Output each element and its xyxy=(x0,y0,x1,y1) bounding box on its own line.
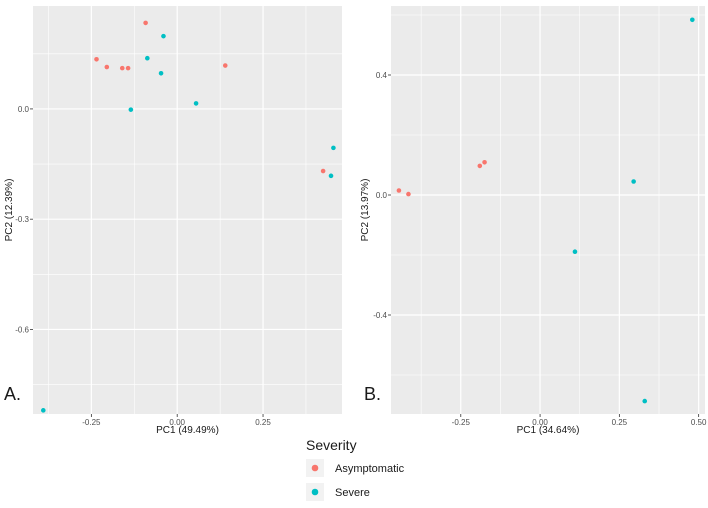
panel-b-ylabel: PC2 (13.97%) xyxy=(360,179,371,242)
legend-title: Severity xyxy=(306,437,357,453)
panel-b: -0.25 0.00 0.25 0.50 0.4 0.0 -0.4 PC1 (34.64%)… xyxy=(360,6,707,436)
panel-b-xlabel: PC1 (34.64%) xyxy=(517,425,580,436)
panel-a-point-asymptomatic xyxy=(222,63,228,68)
panel-b-point-asymptomatic xyxy=(482,160,487,165)
panel-b-point-severe xyxy=(690,17,695,23)
panel-a-point-asymptomatic xyxy=(119,65,125,71)
panel-b-xtick-label: -0.25 xyxy=(452,418,471,427)
panel-b-point-severe xyxy=(572,249,578,254)
panel-a-point-asymptomatic xyxy=(143,20,148,26)
panel-a-point-severe xyxy=(161,33,166,39)
legend-label-asymptomatic: Asymptomatic xyxy=(335,463,405,475)
panel-a: -0.25 0.00 0.25 0.0 -0.3 -0.6 PC1 (49.49%) PC… xyxy=(4,6,342,436)
panel-a-xtick-label: -0.25 xyxy=(82,418,101,427)
panel-a-point-asymptomatic xyxy=(125,65,131,71)
panel-b-ytick-label: 0.4 xyxy=(376,71,388,80)
legend-key-severe xyxy=(311,488,319,496)
panel-a-point-severe xyxy=(158,70,164,76)
panel-a-gridlines xyxy=(33,6,342,414)
panel-b-points xyxy=(396,17,695,404)
panel-a-ticks: -0.25 0.00 0.25 0.0 -0.3 -0.6 xyxy=(15,105,271,427)
panel-a-point-severe xyxy=(41,408,46,413)
panel-a-xtick-label: 0.25 xyxy=(255,418,271,427)
panel-a-point-severe xyxy=(328,173,334,179)
legend-label-severe: Severe xyxy=(335,487,370,499)
panel-a-point-asymptomatic xyxy=(94,56,99,62)
panel-a-ytick-label: -0.6 xyxy=(15,325,29,334)
panel-b-gridlines xyxy=(391,6,705,414)
panel-b-ytick-label: 0.0 xyxy=(376,191,388,200)
panel-b-point-asymptomatic xyxy=(477,163,483,169)
panel-b-xtick-label: 0.25 xyxy=(612,418,628,427)
panel-a-ytick-label: 0.0 xyxy=(18,105,30,114)
panel-a-ytick-label: -0.3 xyxy=(15,215,29,224)
panel-a-ylabel: PC2 (12.39%) xyxy=(4,179,15,242)
panel-a-xlabel: PC1 (49.49%) xyxy=(156,425,219,436)
panel-b-ticks: -0.25 0.00 0.25 0.50 0.4 0.0 -0.4 xyxy=(373,71,707,427)
panel-b-point-asymptomatic xyxy=(396,188,402,193)
panel-a-point-severe xyxy=(193,101,199,106)
panel-a-plot-background xyxy=(33,6,342,414)
legend-key-asymptomatic xyxy=(311,464,319,472)
panel-b-point-severe xyxy=(642,398,648,404)
panel-a-point-severe xyxy=(128,107,134,112)
legend: Severity Asymptomatic Severe xyxy=(306,437,405,501)
panel-b-xtick-label: 0.00 xyxy=(532,418,548,427)
panel-a-label: A. xyxy=(4,384,21,404)
panel-b-point-severe xyxy=(631,179,636,184)
panel-a-xtick-label: 0.00 xyxy=(169,418,185,427)
panel-a-point-severe xyxy=(331,145,336,151)
panel-a-point-severe xyxy=(145,55,150,61)
panel-a-point-asymptomatic xyxy=(104,64,110,70)
panel-b-plot-background xyxy=(391,6,705,414)
panel-b-ytick-label: -0.4 xyxy=(373,311,387,320)
panel-a-points xyxy=(41,20,336,413)
panel-a-point-asymptomatic xyxy=(320,168,326,174)
panel-b-point-asymptomatic xyxy=(406,191,411,197)
panel-b-label: B. xyxy=(364,384,381,404)
panel-b-xtick-label: 0.50 xyxy=(691,418,707,427)
